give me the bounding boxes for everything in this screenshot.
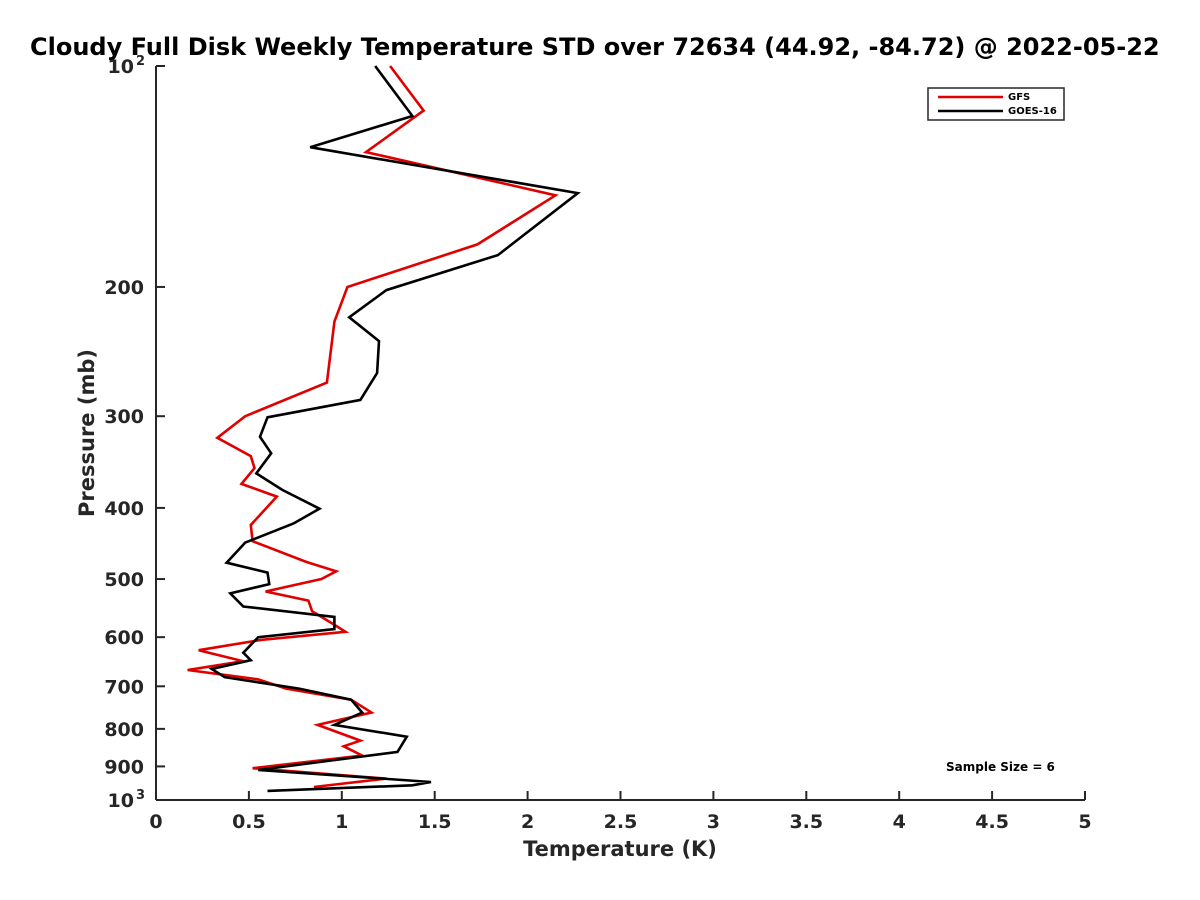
x-axis-ticks: 0 0.5 1 1.5 2 2.5 3 3.5 4 4.5 5	[149, 791, 1092, 833]
y-tick-label: 700	[104, 676, 144, 698]
y-tick-label: 900	[104, 756, 144, 778]
legend-label-goes16: GOES-16	[1008, 106, 1057, 117]
x-tick-label: 3	[707, 811, 720, 833]
x-tick-label: 1	[335, 811, 348, 833]
y-tick-label: 500	[104, 569, 144, 591]
legend-box	[927, 87, 1065, 121]
series-line-gfs	[187, 65, 559, 789]
legend: GFS GOES-16	[927, 87, 1065, 121]
y-axis-label: Pressure (mb)	[75, 349, 99, 517]
x-tick-label: 4.5	[975, 811, 1009, 833]
x-axis-label: Temperature (K)	[523, 837, 717, 861]
y-tick-label: 10	[108, 790, 134, 812]
y-tick-exponent: 2	[136, 54, 145, 69]
y-tick-label: 600	[104, 627, 144, 649]
x-tick-label: 0.5	[232, 811, 266, 833]
y-tick-label: 200	[104, 277, 144, 299]
legend-label-gfs: GFS	[1008, 92, 1030, 103]
x-tick-label: 2.5	[604, 811, 638, 833]
series-line-goes16	[208, 65, 581, 793]
y-tick-label: 800	[104, 719, 144, 741]
y-tick-label: 10	[108, 56, 134, 78]
y-tick-label: 300	[104, 406, 144, 428]
x-tick-label: 1.5	[418, 811, 452, 833]
y-tick-label: 400	[104, 498, 144, 520]
y-tick-exponent: 3	[136, 788, 145, 803]
x-tick-label: 2	[521, 811, 534, 833]
sample-size-annotation: Sample Size = 6	[946, 760, 1055, 774]
series-layer	[187, 65, 581, 793]
x-tick-label: 3.5	[789, 811, 823, 833]
chart-title: Cloudy Full Disk Weekly Temperature STD …	[30, 33, 1160, 61]
x-tick-label: 0	[149, 811, 162, 833]
x-tick-label: 5	[1078, 811, 1091, 833]
x-tick-label: 4	[893, 811, 906, 833]
